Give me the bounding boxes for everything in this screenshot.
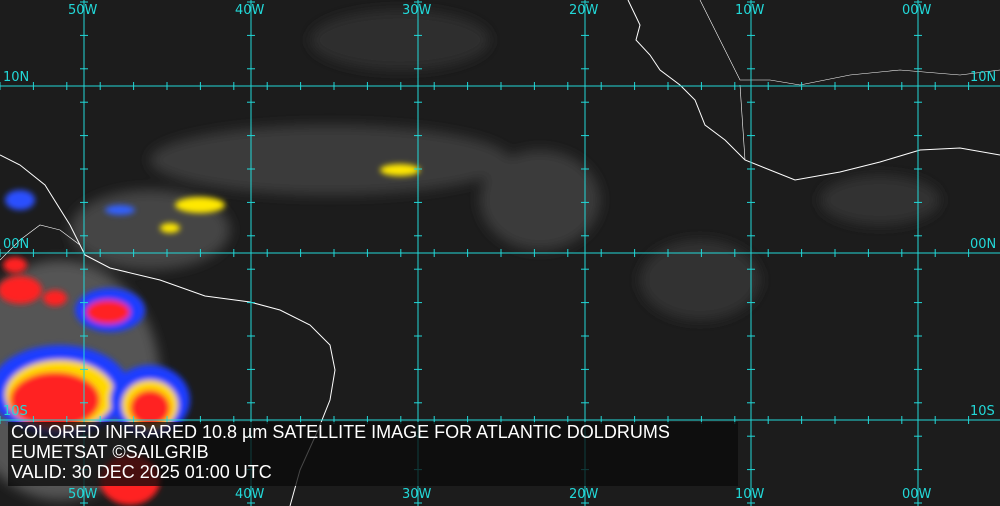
- lon-label-bottom: 10W: [735, 487, 765, 502]
- lat-label-left: 10S: [3, 404, 28, 419]
- lon-label-bottom: 20W: [569, 487, 599, 502]
- lon-label-top: 30W: [402, 3, 432, 18]
- lon-label-bottom: 40W: [235, 487, 265, 502]
- caption-title: COLORED INFRARED 10.8 µm SATELLITE IMAGE…: [11, 422, 670, 442]
- lon-label-top: 40W: [235, 3, 265, 18]
- lon-label-bottom: 50W: [68, 487, 98, 502]
- lon-label-top: 50W: [68, 3, 98, 18]
- lat-label-left: 10N: [3, 70, 30, 85]
- caption-valid-time: VALID: 30 DEC 2025 01:00 UTC: [11, 462, 272, 482]
- lon-label-top: 20W: [569, 3, 599, 18]
- lon-label-bottom: 30W: [402, 487, 432, 502]
- convection-cells: [0, 164, 420, 505]
- lat-label-right: 10S: [970, 404, 995, 419]
- lat-label-right: 10N: [970, 70, 997, 85]
- image-caption: COLORED INFRARED 10.8 µm SATELLITE IMAGE…: [8, 422, 738, 486]
- lat-label-left: 00N: [3, 237, 30, 252]
- lon-label-bottom: 00W: [902, 487, 932, 502]
- lat-label-right: 00N: [970, 237, 997, 252]
- lon-label-top: 10W: [735, 3, 765, 18]
- caption-source: EUMETSAT ©SAILGRIB: [11, 442, 209, 462]
- lon-label-top: 00W: [902, 3, 932, 18]
